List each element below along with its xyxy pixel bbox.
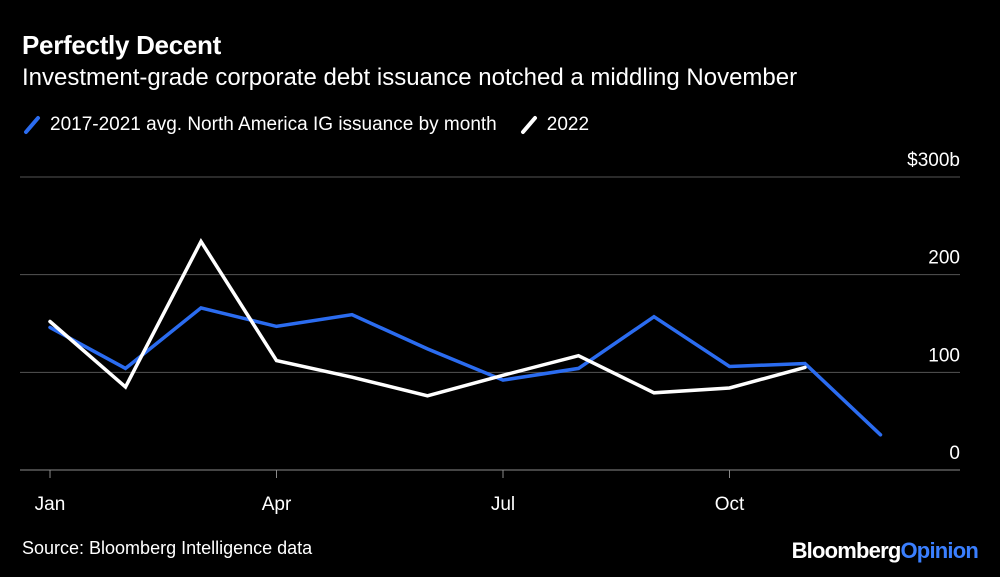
- legend-label-2022: 2022: [546, 114, 590, 135]
- source-note: Source: Bloomberg Intelligence data: [22, 538, 313, 558]
- y-tick-label: 100: [928, 345, 960, 366]
- legend-item-average: 2017-2021 avg. North America IG issuance…: [22, 114, 497, 136]
- chart-title: Perfectly Decent: [22, 30, 221, 60]
- x-tick-label: Apr: [262, 494, 292, 515]
- legend-swatch-average-icon: [22, 115, 42, 135]
- x-tick-label: Jan: [35, 494, 66, 515]
- y-tick-label: 0: [949, 443, 960, 464]
- brand-bloomberg: Bloomberg: [791, 538, 902, 563]
- chart-subtitle: Investment-grade corporate debt issuance…: [22, 64, 798, 91]
- series-line-2022: [48, 237, 807, 398]
- x-tick-label: Oct: [715, 494, 745, 515]
- y-tick-label: $300b: [907, 150, 960, 171]
- series-line-average: [48, 305, 883, 437]
- brand-opinion: Opinion: [900, 538, 979, 563]
- x-tick-label: Jul: [491, 494, 515, 515]
- legend-item-2022: 2022: [519, 114, 589, 136]
- y-tick-label: 200: [928, 248, 960, 269]
- bloomberg-opinion-logo: BloombergOpinion: [791, 538, 979, 564]
- legend-swatch-2022-icon: [519, 115, 539, 135]
- legend: 2017-2021 avg. North America IG issuance…: [22, 114, 611, 136]
- legend-label-average: 2017-2021 avg. North America IG issuance…: [50, 114, 497, 135]
